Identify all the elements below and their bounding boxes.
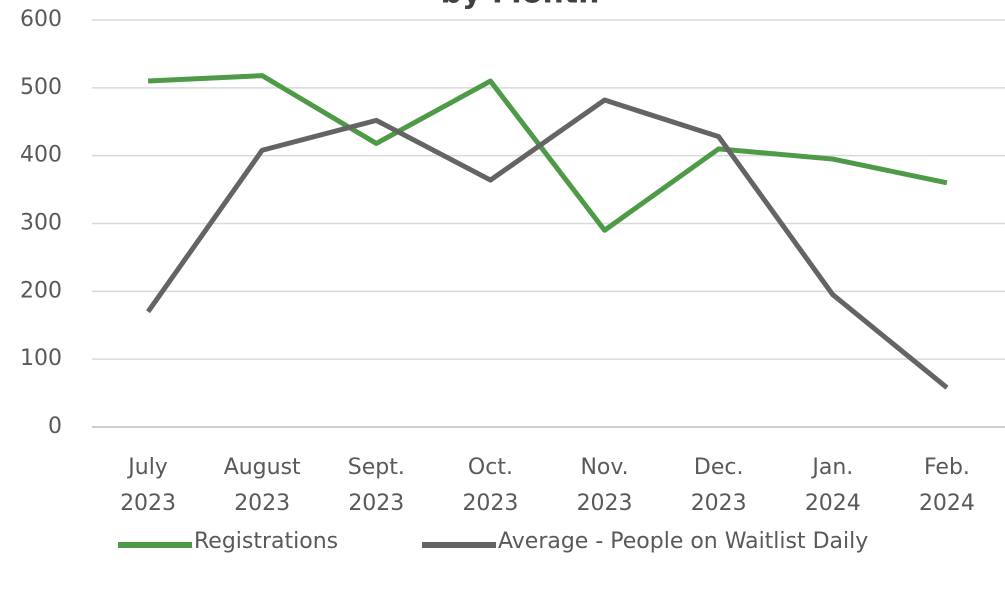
y-tick-label: 0 (48, 414, 62, 439)
y-tick-label: 600 (20, 7, 62, 32)
x-tick-label: 2023 (577, 491, 633, 516)
series-line (147, 73, 948, 233)
x-tick-label: 2024 (919, 491, 975, 516)
x-tick-label: Nov. (580, 455, 628, 480)
y-tick-label: 100 (20, 346, 62, 371)
x-tick-label: Sept. (348, 455, 405, 480)
x-tick-label: 2023 (120, 491, 176, 516)
x-tick-label: 2024 (805, 491, 861, 516)
chart-title: by Month (441, 0, 600, 11)
x-tick-label: August (224, 455, 301, 480)
x-tick-label: Feb. (924, 455, 970, 480)
legend-label: Registrations (194, 529, 338, 554)
x-tick-label: Oct. (468, 455, 513, 480)
y-tick-label: 300 (20, 211, 62, 236)
y-tick-label: 400 (20, 143, 62, 168)
x-tick-label: 2023 (348, 491, 404, 516)
legend-label: Average - People on Waitlist Daily (498, 529, 868, 554)
y-tick-label: 500 (20, 75, 62, 100)
y-tick-label: 200 (20, 278, 62, 303)
x-tick-label: 2023 (462, 491, 518, 516)
series-line (146, 97, 949, 390)
x-tick-label: July (126, 455, 168, 480)
x-tick-label: 2023 (234, 491, 290, 516)
x-tick-label: 2023 (691, 491, 747, 516)
x-tick-label: Jan. (810, 455, 853, 480)
x-tick-label: Dec. (694, 455, 744, 480)
